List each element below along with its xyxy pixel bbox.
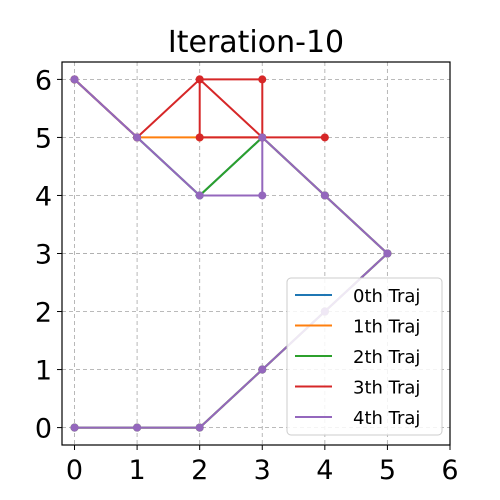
data-point — [195, 191, 204, 200]
y-tick-label: 2 — [35, 298, 52, 329]
y-tick-label: 1 — [35, 356, 52, 387]
series-layer — [70, 75, 392, 432]
data-point — [70, 75, 79, 84]
data-point — [133, 423, 142, 432]
legend: 0th Traj 1th Traj 2th Traj 3th Traj 4th Traj — [286, 277, 443, 436]
y-tick-label: 0 — [35, 414, 52, 445]
series-3 — [70, 75, 329, 142]
x-tick-label: 1 — [129, 455, 146, 486]
x-tick-label: 5 — [379, 455, 396, 486]
data-point — [320, 133, 329, 142]
axis-ticks: 0 1 2 3 4 5 6 0 1 2 3 4 5 6 — [35, 65, 459, 486]
x-tick-label: 6 — [441, 455, 458, 486]
data-point — [383, 249, 392, 258]
series-line — [73, 78, 325, 139]
y-tick-label: 3 — [35, 240, 52, 271]
legend-label: 0th Traj — [353, 286, 420, 307]
x-tick-label: 4 — [316, 455, 333, 486]
data-point — [258, 191, 267, 200]
legend-label: 2th Traj — [353, 347, 420, 368]
data-point — [258, 75, 267, 84]
legend-box — [286, 277, 443, 436]
data-point — [320, 191, 329, 200]
x-tick-label: 2 — [191, 455, 208, 486]
series-line — [73, 78, 389, 429]
data-point — [258, 365, 267, 374]
legend-label: 4th Traj — [353, 408, 420, 429]
data-point — [195, 423, 204, 432]
legend-label: 1th Traj — [353, 317, 420, 338]
data-point — [133, 133, 142, 142]
y-tick-label: 5 — [35, 123, 52, 154]
data-point — [195, 75, 204, 84]
x-tick-label: 3 — [254, 455, 271, 486]
y-tick-label: 4 — [35, 181, 52, 212]
data-point — [195, 133, 204, 142]
y-tick-label: 6 — [35, 65, 52, 96]
x-tick-label: 0 — [66, 455, 83, 486]
data-point — [70, 423, 79, 432]
chart-title: Iteration-10 — [168, 25, 344, 60]
legend-label: 3th Traj — [353, 378, 420, 399]
data-point — [258, 133, 267, 142]
